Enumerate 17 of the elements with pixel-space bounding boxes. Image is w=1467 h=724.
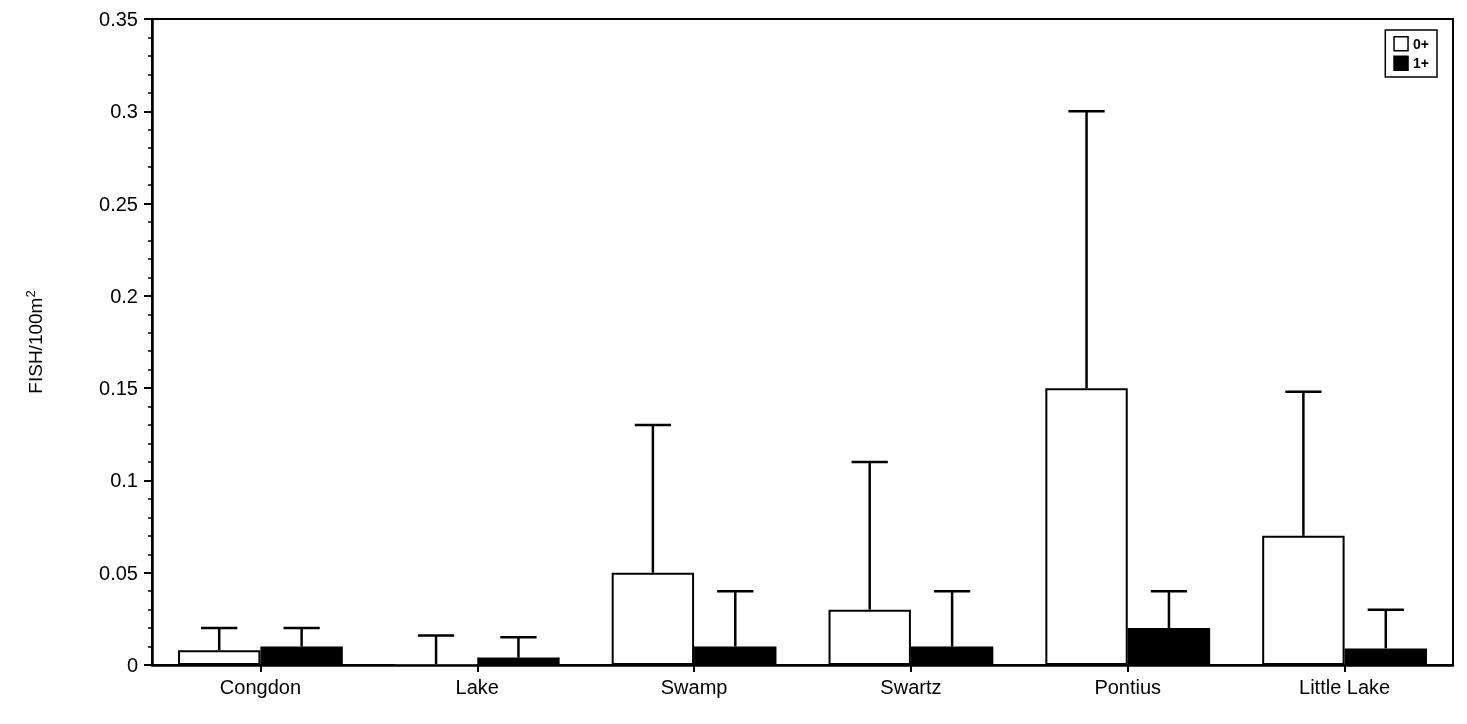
x-tick-label: Swamp xyxy=(660,676,728,698)
y-tick-label: 0.2 xyxy=(110,284,138,307)
y-tick-label: 0.3 xyxy=(110,100,138,123)
y-axis-title: FISH/100m2 xyxy=(23,290,46,394)
y-tick-label: 0.1 xyxy=(110,469,138,492)
legend-label: 0+ xyxy=(1413,35,1430,52)
x-tick-label: Congdon xyxy=(219,676,302,698)
y-tick-label: 0.15 xyxy=(99,377,138,400)
x-tick-label: Little Lake xyxy=(1299,676,1391,698)
y-tick-label: 0.35 xyxy=(99,8,138,30)
y-tick-label: 0.05 xyxy=(99,561,138,584)
x-tick-label: Swartz xyxy=(880,676,942,698)
x-tick-label: Pontius xyxy=(1094,676,1162,698)
x-tick-label: Lake xyxy=(455,676,499,698)
y-tick-label: 0 xyxy=(126,654,138,676)
y-tick-label: 0.25 xyxy=(99,192,138,215)
legend-label: 1+ xyxy=(1413,55,1430,72)
